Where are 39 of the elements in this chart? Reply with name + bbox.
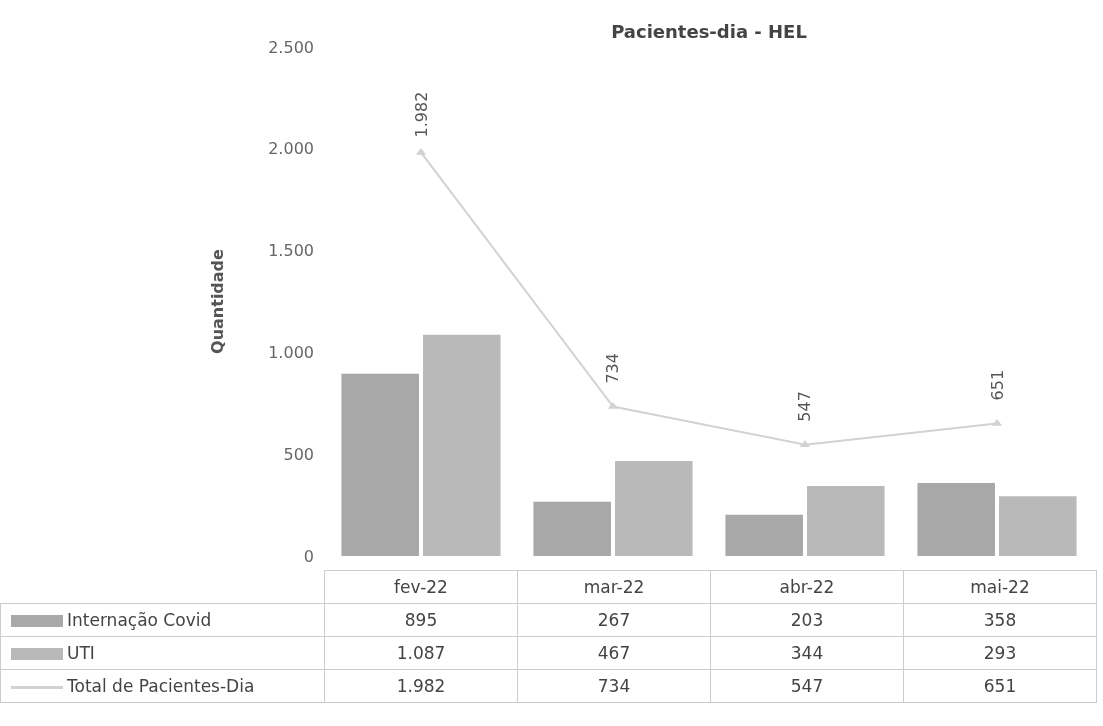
x-tick-label: abr-22 [710,570,904,604]
legend-label: UTI [0,636,325,670]
data-label: 651 [903,669,1097,703]
bar [999,496,1077,556]
text: 734 [603,353,623,384]
bar [807,485,885,556]
legend-label: Total de Pacientes-Dia [0,669,325,703]
bar [533,501,611,556]
y-tick-label: 1.500 [268,241,314,261]
bar [917,483,995,556]
x-tick-label: fev-22 [324,570,518,604]
y-tick-label: 2.000 [268,139,314,159]
data-label: 203 [710,603,904,637]
text: 1.982 [411,91,431,138]
text: 651 [987,369,1007,401]
data-label: 267 [517,603,711,637]
data-label: 344 [710,636,904,670]
bar [615,460,693,556]
y-tick-label: 1.000 [268,343,314,362]
data-label: 734 [517,669,711,703]
bar [423,334,501,556]
y-tick-label: 0 [303,546,314,566]
bar [725,514,803,556]
bar [341,373,419,556]
y-axis-title: Quantidade [208,248,228,354]
data-label: 467 [517,636,711,670]
y-tick-label: 500 [283,444,314,464]
data-label: 358 [903,603,1097,637]
x-tick-label: mar-22 [517,570,711,604]
data-label: 293 [903,636,1097,670]
legend-label: Internação Covid [0,603,325,637]
x-tick-label: mai-22 [903,570,1097,604]
text: 547 [795,391,815,422]
data-label: 1.982 [324,669,518,703]
data-label: 895 [324,603,518,637]
data-label: 1.087 [324,636,518,670]
chart-title: Pacientes-dia - HEL [611,21,807,43]
y-tick-label: 2.500 [268,37,314,57]
data-label: 547 [710,669,904,703]
